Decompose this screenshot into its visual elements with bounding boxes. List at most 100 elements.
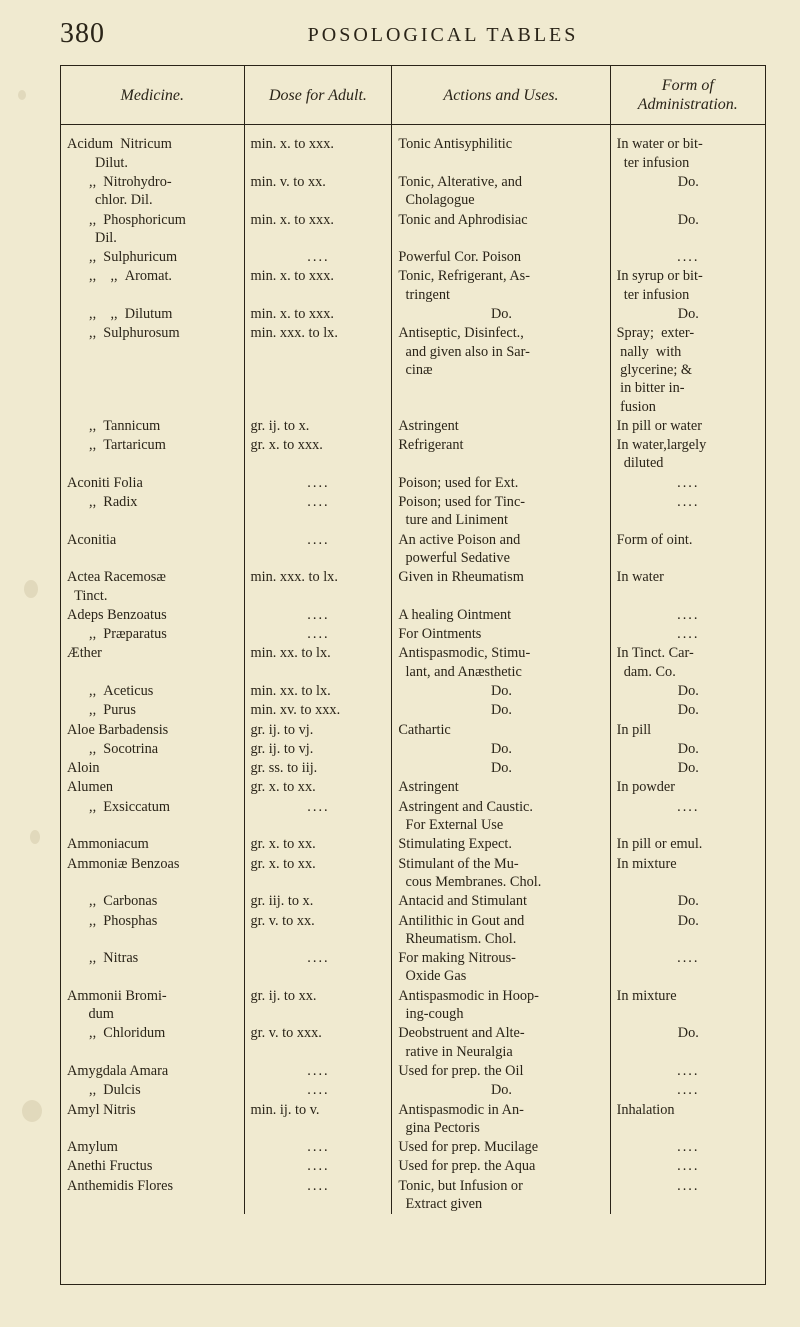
table-row: ,, Phosphas gr. v. to xx. Antilithic in … bbox=[61, 912, 765, 950]
cell-medicine: Alumen bbox=[61, 778, 244, 797]
cell-medicine: Amygdala Amara bbox=[61, 1062, 244, 1081]
cell-form: .... bbox=[610, 248, 765, 267]
cell-dose: .... bbox=[244, 248, 392, 267]
posology-table: Medicine. Dose for Adult. Actions and Us… bbox=[61, 66, 765, 1214]
table-row: Alumen gr. x. to xx. Astringent In powde… bbox=[61, 778, 765, 797]
cell-actions: For making Nitrous- Oxide Gas bbox=[392, 949, 610, 987]
page-title: POSOLOGICAL TABLES bbox=[120, 24, 766, 47]
cell-actions: Do. bbox=[392, 740, 610, 759]
cell-form: In pill or emul. bbox=[610, 835, 765, 854]
table-row: ,, Præparatus .... For Ointments .... bbox=[61, 625, 765, 644]
cell-medicine: ,, Præparatus bbox=[61, 625, 244, 644]
cell-form: Inhalation bbox=[610, 1101, 765, 1139]
table-row: Amygdala Amara .... Used for prep. the O… bbox=[61, 1062, 765, 1081]
cell-actions: Stimulating Expect. bbox=[392, 835, 610, 854]
cell-actions: Cathartic bbox=[392, 721, 610, 740]
paper-fleck-icon bbox=[18, 90, 26, 100]
cell-dose: .... bbox=[244, 1081, 392, 1100]
cell-dose: gr. ij. to vj. bbox=[244, 721, 392, 740]
cell-actions: Given in Rheumatism bbox=[392, 568, 610, 606]
cell-medicine: Aloe Barbadensis bbox=[61, 721, 244, 740]
cell-actions: Tonic, but Infusion or Extract given bbox=[392, 1177, 610, 1215]
col-header-form: Form of Administration. bbox=[610, 66, 765, 125]
cell-form: Do. bbox=[610, 701, 765, 720]
paper-fleck-icon bbox=[22, 1100, 42, 1122]
cell-medicine: Acidum NitricumDilut. bbox=[61, 125, 244, 173]
cell-form: .... bbox=[610, 1157, 765, 1176]
col-header-dose: Dose for Adult. bbox=[244, 66, 392, 125]
paper-fleck-icon bbox=[24, 580, 38, 598]
table-row: ,, Chloridum gr. v. to xxx. Deobstruent … bbox=[61, 1024, 765, 1062]
cell-medicine: ,, Sulphurosum bbox=[61, 324, 244, 416]
cell-dose: gr. x. to xx. bbox=[244, 835, 392, 854]
page: 380 POSOLOGICAL TABLES Medicine. Dose fo… bbox=[0, 0, 800, 1327]
cell-medicine: ,, ,, Dilutum bbox=[61, 305, 244, 324]
cell-dose: min. xx. to lx. bbox=[244, 644, 392, 682]
cell-form: Do. bbox=[610, 759, 765, 778]
cell-actions: Deobstruent and Alte- rative in Neuralgi… bbox=[392, 1024, 610, 1062]
cell-actions: Antispasmodic, Stimu- lant, and Anæsthet… bbox=[392, 644, 610, 682]
cell-dose: .... bbox=[244, 493, 392, 531]
cell-dose: gr. x. to xx. bbox=[244, 855, 392, 893]
cell-dose: min. x. to xxx. bbox=[244, 267, 392, 305]
cell-form: .... bbox=[610, 1177, 765, 1215]
cell-form: .... bbox=[610, 474, 765, 493]
cell-form: Do. bbox=[610, 305, 765, 324]
cell-form: Spray; exter- nally with glycerine; & in… bbox=[610, 324, 765, 416]
cell-dose: min. x. to xxx. bbox=[244, 305, 392, 324]
cell-dose: gr. ss. to iij. bbox=[244, 759, 392, 778]
cell-actions: Astringent bbox=[392, 417, 610, 436]
cell-medicine: ,, Nitrohydro-chlor. Dil. bbox=[61, 173, 244, 211]
cell-dose: min. xx. to lx. bbox=[244, 682, 392, 701]
cell-form: Do. bbox=[610, 682, 765, 701]
table-row: Aloe Barbadensis gr. ij. to vj. Catharti… bbox=[61, 721, 765, 740]
cell-medicine: Æther bbox=[61, 644, 244, 682]
table-row: ,, Radix .... Poison; used for Tinc- tur… bbox=[61, 493, 765, 531]
cell-form: In mixture bbox=[610, 987, 765, 1025]
cell-form: .... bbox=[610, 1062, 765, 1081]
cell-medicine: Aconitia bbox=[61, 531, 244, 569]
cell-dose: gr. v. to xx. bbox=[244, 912, 392, 950]
cell-form: .... bbox=[610, 606, 765, 625]
table-row: Amyl Nitris min. ij. to v. Antispasmodic… bbox=[61, 1101, 765, 1139]
cell-dose: .... bbox=[244, 1138, 392, 1157]
cell-actions: Tonic, Alterative, and Cholagogue bbox=[392, 173, 610, 211]
cell-medicine: Ammonii Bromi- dum bbox=[61, 987, 244, 1025]
cell-actions: Poison; used for Ext. bbox=[392, 474, 610, 493]
cell-medicine: Aloin bbox=[61, 759, 244, 778]
cell-form: Do. bbox=[610, 912, 765, 950]
cell-form: .... bbox=[610, 493, 765, 531]
cell-medicine: Aconiti Folia bbox=[61, 474, 244, 493]
cell-form: In Tinct. Car- dam. Co. bbox=[610, 644, 765, 682]
table-row: ,, ,, Dilutum min. x. to xxx. Do. Do. bbox=[61, 305, 765, 324]
cell-actions: Antispasmodic in Hoop- ing-cough bbox=[392, 987, 610, 1025]
paper-fleck-icon bbox=[30, 830, 40, 844]
cell-form: .... bbox=[610, 625, 765, 644]
cell-form: In pill bbox=[610, 721, 765, 740]
cell-actions: Antilithic in Gout and Rheumatism. Chol. bbox=[392, 912, 610, 950]
cell-actions: Tonic Antisyphilitic bbox=[392, 125, 610, 173]
cell-form: Do. bbox=[610, 892, 765, 911]
cell-form: In water or bit- ter infusion bbox=[610, 125, 765, 173]
table-row: ,, Tannicum gr. ij. to x. Astringent In … bbox=[61, 417, 765, 436]
cell-form: Do. bbox=[610, 211, 765, 249]
cell-dose: .... bbox=[244, 798, 392, 836]
cell-dose: gr. x. to xx. bbox=[244, 778, 392, 797]
table-row: ,, Sulphurosum min. xxx. to lx. Antisept… bbox=[61, 324, 765, 416]
table-row: Amylum .... Used for prep. Mucilage .... bbox=[61, 1138, 765, 1157]
table-row: Æther min. xx. to lx. Antispasmodic, Sti… bbox=[61, 644, 765, 682]
cell-medicine: ,, Exsiccatum bbox=[61, 798, 244, 836]
cell-actions: Astringent and Caustic. For External Use bbox=[392, 798, 610, 836]
table-row: ,, Dulcis .... Do. .... bbox=[61, 1081, 765, 1100]
cell-medicine: ,, Socotrina bbox=[61, 740, 244, 759]
cell-actions: Antispasmodic in An- gina Pectoris bbox=[392, 1101, 610, 1139]
table-row: Anthemidis Flores .... Tonic, but Infusi… bbox=[61, 1177, 765, 1215]
cell-medicine: ,, Tannicum bbox=[61, 417, 244, 436]
cell-actions: For Ointments bbox=[392, 625, 610, 644]
cell-actions: Used for prep. the Oil bbox=[392, 1062, 610, 1081]
table-row: ,, PhosphoricumDil. min. x. to xxx. Toni… bbox=[61, 211, 765, 249]
cell-actions: Do. bbox=[392, 305, 610, 324]
table-row: Ammonii Bromi- dum gr. ij. to xx. Antisp… bbox=[61, 987, 765, 1025]
cell-actions: Used for prep. the Aqua bbox=[392, 1157, 610, 1176]
cell-actions: Tonic, Refrigerant, As- tringent bbox=[392, 267, 610, 305]
